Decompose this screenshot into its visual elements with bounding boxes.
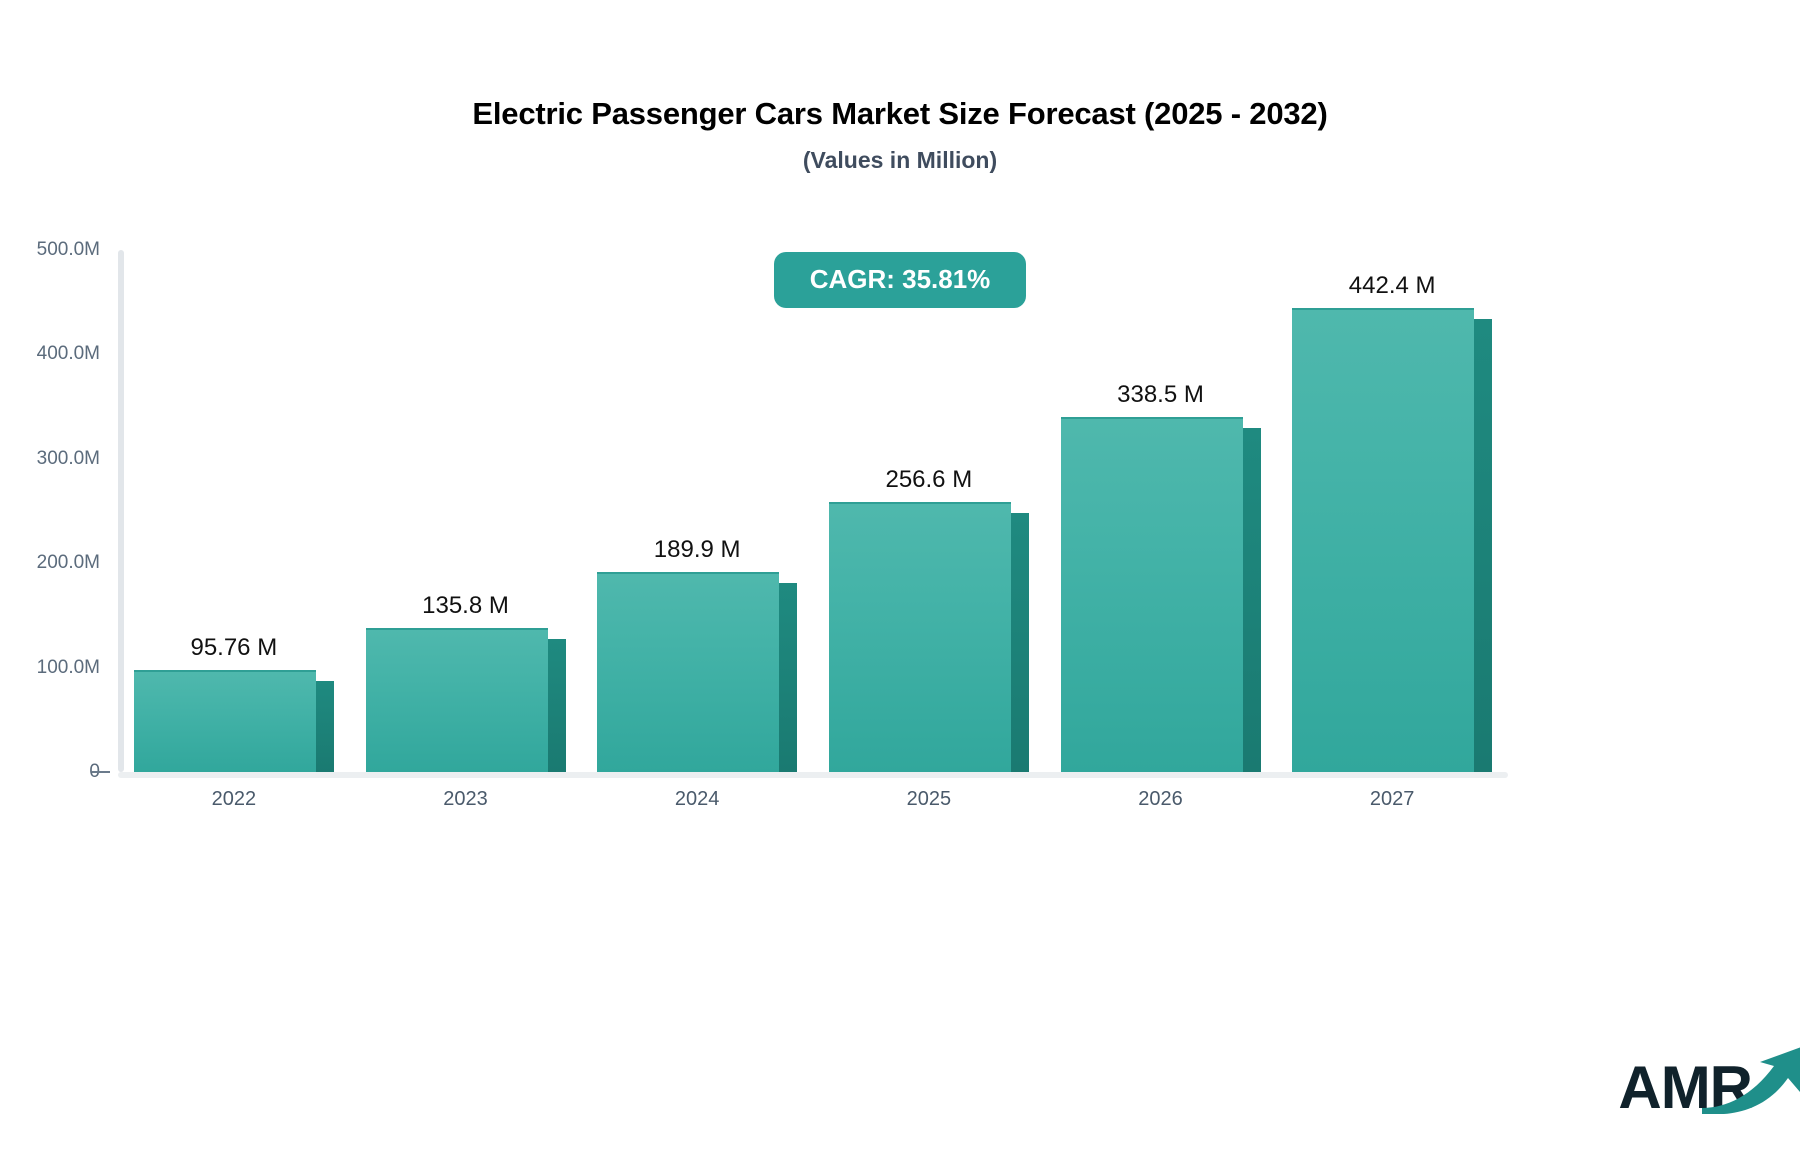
bar-2025[interactable]: 256.6 M — [828, 250, 1029, 772]
y-axis-line — [118, 250, 124, 772]
bar-value-label-2022: 95.76 M — [190, 634, 278, 662]
bar-value-label-2024: 189.9 M — [653, 535, 741, 563]
x-tick-2025: 2025 — [906, 788, 952, 810]
bar-front-face-2022 — [133, 670, 316, 772]
x-axis-line — [118, 772, 1508, 778]
y-axis-tick-labels: 500.0M 400.0M 300.0M 200.0M 100.0M 0 — [0, 239, 100, 782]
bar-2022[interactable]: 95.76 M — [133, 250, 334, 772]
y-tick-200: 200.0M — [36, 552, 100, 574]
y-tick-500: 500.0M — [36, 239, 100, 260]
bar-front-face-2024 — [597, 571, 780, 772]
bar-2023[interactable]: 135.8 M — [365, 250, 566, 772]
y-tick-400: 400.0M — [36, 343, 100, 365]
bar-side-face-2024 — [779, 582, 798, 772]
x-tick-2027: 2027 — [1369, 788, 1415, 810]
amr-logo: AMR — [1618, 1047, 1800, 1118]
bar-value-label-2025: 256.6 M — [885, 466, 973, 494]
x-tick-2023: 2023 — [443, 788, 488, 810]
bar-front-face-2025 — [828, 502, 1011, 772]
bar-value-label-2023: 135.8 M — [422, 592, 509, 620]
bar-side-face-2023 — [547, 639, 566, 772]
bar-side-face-2027 — [1474, 319, 1493, 772]
chart-subtitle: (Values in Million) — [802, 147, 998, 173]
bar-series: 95.76 M 135.8 M 189.9 M 256.6 M 338.5 M 442.4… — [118, 250, 1508, 772]
cagr-badge-container: CAGR: 35.81% — [0, 252, 1800, 308]
y-axis-zero-tick-mark — [92, 771, 110, 773]
chart-title: Electric Passenger Cars Market Size Fore… — [472, 96, 1328, 131]
x-tick-2026: 2026 — [1138, 788, 1183, 810]
bar-front-face-2023 — [365, 628, 548, 772]
bar-front-face-2027 — [1292, 308, 1475, 772]
bar-side-face-2026 — [1242, 427, 1261, 772]
plot-area — [118, 250, 1508, 778]
cagr-badge[interactable]: CAGR: 35.81% — [773, 252, 1027, 308]
x-tick-2024: 2024 — [674, 788, 720, 810]
y-tick-300: 300.0M — [36, 447, 100, 469]
bar-side-face-2022 — [315, 681, 334, 772]
x-tick-2022: 2022 — [211, 788, 257, 810]
bar-side-face-2025 — [1010, 513, 1029, 772]
y-tick-100: 100.0M — [36, 656, 100, 678]
bar-front-face-2026 — [1060, 416, 1243, 772]
bar-2027[interactable]: 442.4 M — [1292, 250, 1493, 772]
bar-value-label-2027: 442.4 M — [1348, 272, 1436, 300]
bar-value-label-2026: 338.5 M — [1117, 380, 1204, 408]
bar-2026[interactable]: 338.5 M — [1060, 250, 1261, 772]
bar-2024[interactable]: 189.9 M — [597, 250, 798, 772]
